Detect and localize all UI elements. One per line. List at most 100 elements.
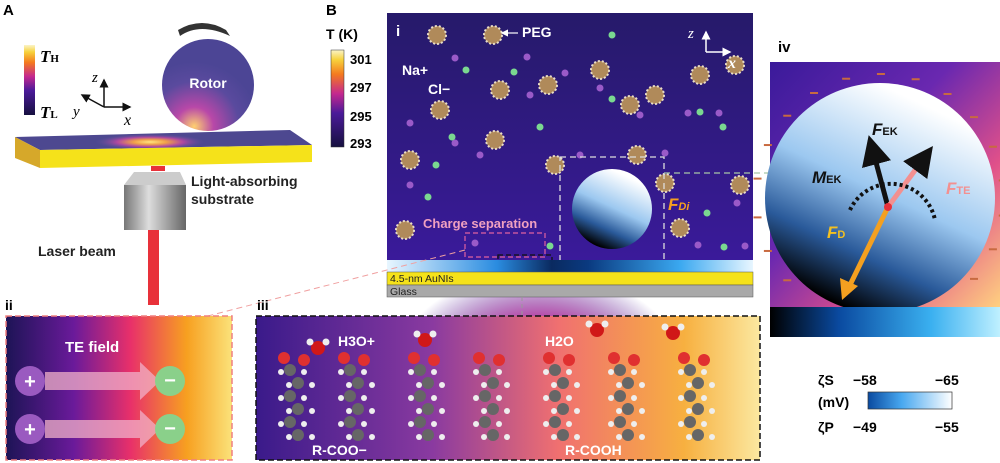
axes-icon-i [701, 30, 732, 57]
plus-1: + [24, 371, 36, 393]
carboxylic-chain [473, 352, 510, 441]
tick-297: 297 [350, 80, 372, 95]
tick-293: 293 [350, 136, 372, 151]
peg-label: PEG [522, 24, 552, 40]
peg-molecule [395, 220, 415, 240]
axis-x-i: x [727, 55, 736, 72]
laser-beam [148, 230, 159, 305]
laser-spot [151, 166, 165, 171]
particles [395, 25, 750, 251]
cl-ion [424, 193, 432, 201]
peg-molecule [725, 55, 745, 75]
na-label: Na+ [402, 62, 428, 78]
charge-separation-label: Charge separation [423, 216, 537, 231]
water-molecule [661, 323, 685, 340]
na-ion [715, 109, 723, 117]
panel-label-b: B [326, 2, 337, 19]
field-arrow-2 [45, 410, 160, 448]
force-te-arrow [885, 145, 933, 209]
temperature-colorbar [24, 45, 35, 115]
axis-z-i: z [687, 26, 694, 42]
cl-ion [432, 161, 440, 169]
na-ion [741, 242, 749, 250]
substrate-zeta-strip [770, 307, 1000, 337]
anion-1 [155, 366, 185, 396]
force-d-arrow [847, 205, 891, 287]
aunis-label: 4.5-nm AuNIs [390, 273, 454, 285]
peg-molecule [400, 150, 420, 170]
substrate-side [15, 137, 40, 168]
cl-ion [448, 133, 456, 141]
cation-2 [15, 414, 45, 444]
substrate-hotspot [95, 134, 205, 150]
rotor-sphere-zoomed [765, 83, 995, 313]
cl-ion [696, 108, 704, 116]
rotation-arrow-icon [178, 23, 230, 36]
axis-z: z [91, 70, 98, 86]
colorbar-low-label: TL [40, 103, 58, 122]
f-d-label: FD [827, 223, 845, 242]
panel-ii: ii TE field + + − − [5, 297, 233, 461]
cl-ion [608, 95, 616, 103]
peg-molecule [620, 95, 640, 115]
rotor-center [884, 203, 892, 211]
na-ion [684, 109, 692, 117]
field-arrow-1 [45, 362, 160, 400]
minus-1: − [164, 370, 176, 392]
na-ion [451, 54, 459, 62]
zeta-legend: ζS −58 −65 (mV) ζP −49 −55 [818, 372, 959, 435]
na-ion [733, 199, 741, 207]
water-molecule [585, 320, 609, 337]
f-ek-label: FEK [872, 120, 898, 139]
peg-molecule [645, 85, 665, 105]
cation-1 [15, 366, 45, 396]
peg-molecule [538, 75, 558, 95]
f-te-label: FTE [946, 179, 970, 198]
na-ion [523, 53, 531, 61]
force-d-arrowhead [840, 278, 858, 300]
axis-y: y [71, 104, 80, 120]
carboxylic-chain [338, 352, 375, 441]
panel-label-iv: iv [778, 39, 791, 56]
panel-label-ii: ii [5, 297, 13, 313]
axis-x: x [123, 112, 131, 129]
water-molecule [413, 330, 437, 347]
peg-molecule [483, 25, 503, 45]
h3o-label: H3O+ [338, 333, 375, 349]
carboxylic-chain [678, 352, 715, 441]
carboxylic-chain [278, 352, 315, 441]
peg-molecule [430, 100, 450, 120]
carboxyl-chains [278, 320, 715, 441]
zeta-unit: (mV) [818, 394, 849, 410]
peg-molecule [545, 155, 565, 175]
na-ion [694, 241, 702, 249]
cl-ion [703, 209, 711, 217]
cl-ion [462, 66, 470, 74]
te-field-label: TE field [65, 339, 119, 356]
moment-ek-arrow [848, 181, 937, 221]
na-ion [406, 119, 414, 127]
zeta-colorbar [867, 391, 953, 410]
zeta-p-max: −55 [935, 419, 959, 435]
peg-molecule [485, 130, 505, 150]
na-ion [406, 181, 414, 189]
force-ek-arrow [862, 135, 891, 208]
carboxylic-chain [408, 352, 445, 441]
na-ion [561, 69, 569, 77]
zeta-s-min: −58 [853, 372, 877, 388]
zoom-box-ii [464, 232, 546, 258]
zeta-p-min: −49 [853, 419, 877, 435]
cl-ion [536, 123, 544, 131]
m-ek-label: MEK [812, 168, 842, 187]
plus-2: + [24, 419, 36, 441]
cl-ion [719, 123, 727, 131]
r-coo-label: R-COO− [312, 442, 367, 458]
colorbar-title: T (K) [326, 26, 358, 42]
peg-molecule [655, 173, 675, 193]
substrate-front [40, 145, 312, 168]
peg-molecule [590, 60, 610, 80]
na-ion [451, 139, 459, 147]
connector-ii [199, 249, 466, 319]
na-ion [476, 151, 484, 159]
zeta-s-label: ζS [818, 372, 834, 388]
